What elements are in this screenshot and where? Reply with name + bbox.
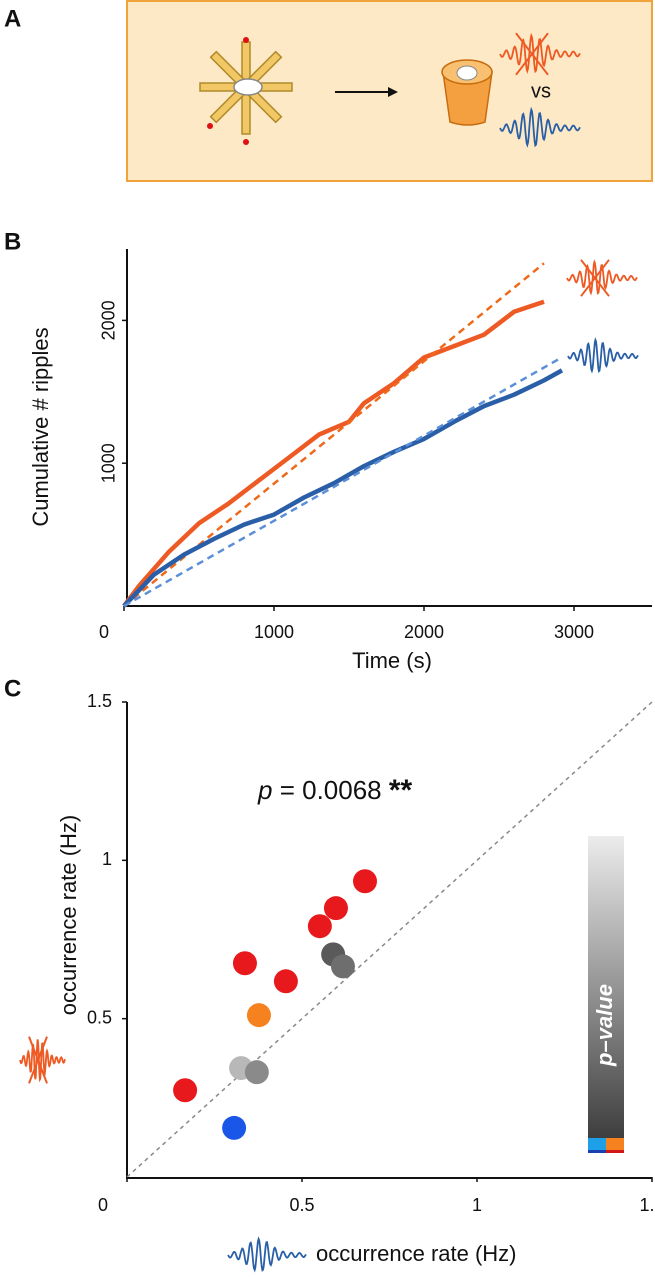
y-tick-label: 0.5 <box>87 1007 112 1027</box>
x-tick-label: 3000 <box>554 622 594 642</box>
x-tick-label: 0 <box>98 1195 108 1215</box>
sleep-pot <box>441 59 493 126</box>
panel-label: B <box>4 228 21 255</box>
ripple-cross <box>28 1036 48 1084</box>
x-tick-label: 0.5 <box>289 1195 314 1215</box>
x-axis-label: occurrence rate (Hz) <box>316 1241 517 1266</box>
point <box>173 1078 198 1103</box>
colorbar-swatch <box>606 1138 624 1152</box>
ripple-wave <box>227 1236 307 1273</box>
x-tick-label: 1.5 <box>639 1195 655 1215</box>
x-tick-label: 0 <box>99 622 109 642</box>
ripple-cross <box>580 259 610 297</box>
point <box>353 869 377 894</box>
annotation-value: = 0.0068 <box>280 775 382 805</box>
ripple-cross <box>515 32 549 76</box>
point <box>222 1115 247 1140</box>
annotation-stars: ** <box>389 774 413 807</box>
fit-line <box>123 357 560 608</box>
annotation: p = 0.0068 ** <box>257 774 413 807</box>
arrow <box>335 87 398 97</box>
colorbar-swatch <box>606 1150 624 1153</box>
panel-label: A <box>4 5 21 32</box>
identity-line <box>126 701 653 1178</box>
ripple-wave <box>567 337 639 374</box>
colorbar-swatch <box>588 1138 606 1152</box>
point <box>307 914 332 939</box>
ripple-wave <box>566 259 638 296</box>
colorbar-swatch <box>588 1150 606 1153</box>
ripple-wave <box>19 1039 66 1083</box>
ripple-wave <box>499 106 581 148</box>
point <box>246 1003 271 1028</box>
data-line <box>122 299 545 608</box>
point <box>232 951 257 976</box>
x-tick-label: 1 <box>472 1195 482 1215</box>
y-axis-label: occurrence rate (Hz) <box>56 815 81 1016</box>
x-tick-label: 2000 <box>404 622 444 642</box>
panel-label: C <box>4 675 21 702</box>
ripple-wave <box>499 32 581 74</box>
point <box>244 1060 269 1085</box>
y-tick-label: 1 <box>102 849 112 869</box>
radial-maze <box>199 37 293 145</box>
y-tick-label: 1.5 <box>87 691 112 711</box>
x-axis-label: Time (s) <box>352 648 432 673</box>
ripple-icons <box>19 32 639 1273</box>
x-tick-label: 1000 <box>254 622 294 642</box>
colorbar <box>588 836 624 1138</box>
y-tick-label: 1000 <box>99 443 119 483</box>
point <box>330 954 355 979</box>
y-tick-label: 2000 <box>99 300 119 340</box>
point <box>323 896 348 921</box>
colorbar-label: p–value <box>592 984 617 1067</box>
point <box>273 969 298 994</box>
y-axis-label: Cumulative # ripples <box>28 327 53 526</box>
data-line <box>122 368 564 608</box>
annotation-p: p <box>257 775 272 805</box>
comparison-text: vs <box>531 80 551 102</box>
